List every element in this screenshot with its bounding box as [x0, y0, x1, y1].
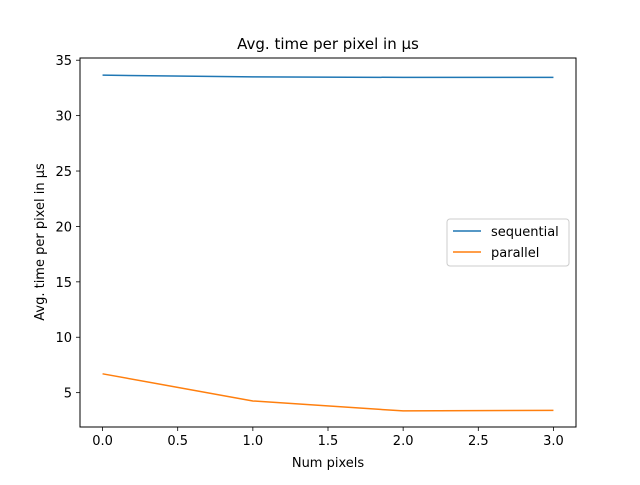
x-axis-label: Num pixels — [292, 456, 365, 471]
legend-label-sequential: sequential — [491, 225, 559, 240]
y-axis-ticks: 5 10 15 20 25 30 35 — [55, 54, 80, 402]
x-tick-label: 3.0 — [543, 434, 564, 449]
series-line-parallel — [102, 373, 554, 412]
x-tick-label: 2.5 — [468, 434, 489, 449]
y-tick-label: 20 — [55, 220, 72, 235]
plot-lines — [102, 74, 554, 412]
x-tick-label: 1.0 — [243, 434, 264, 449]
x-tick-label: 0.5 — [167, 434, 188, 449]
y-tick-label: 15 — [55, 276, 72, 291]
series-line-sequential — [102, 74, 554, 79]
legend-label-parallel: parallel — [491, 246, 539, 261]
x-tick-label: 1.5 — [318, 434, 339, 449]
y-tick-label: 25 — [55, 165, 72, 180]
y-tick-label: 35 — [55, 54, 72, 69]
legend: sequential parallel — [446, 218, 570, 267]
y-tick-label: 30 — [55, 110, 72, 125]
chart-title: Avg. time per pixel in µs — [237, 35, 419, 53]
y-tick-label: 5 — [64, 387, 72, 402]
x-tick-label: 2.0 — [393, 434, 414, 449]
y-tick-label: 10 — [55, 331, 72, 346]
x-tick-label: 0.0 — [92, 434, 113, 449]
y-axis-label: Avg. time per pixel in µs — [33, 163, 48, 321]
x-axis-ticks: 0.0 0.5 1.0 1.5 2.0 2.5 3.0 — [92, 427, 564, 449]
